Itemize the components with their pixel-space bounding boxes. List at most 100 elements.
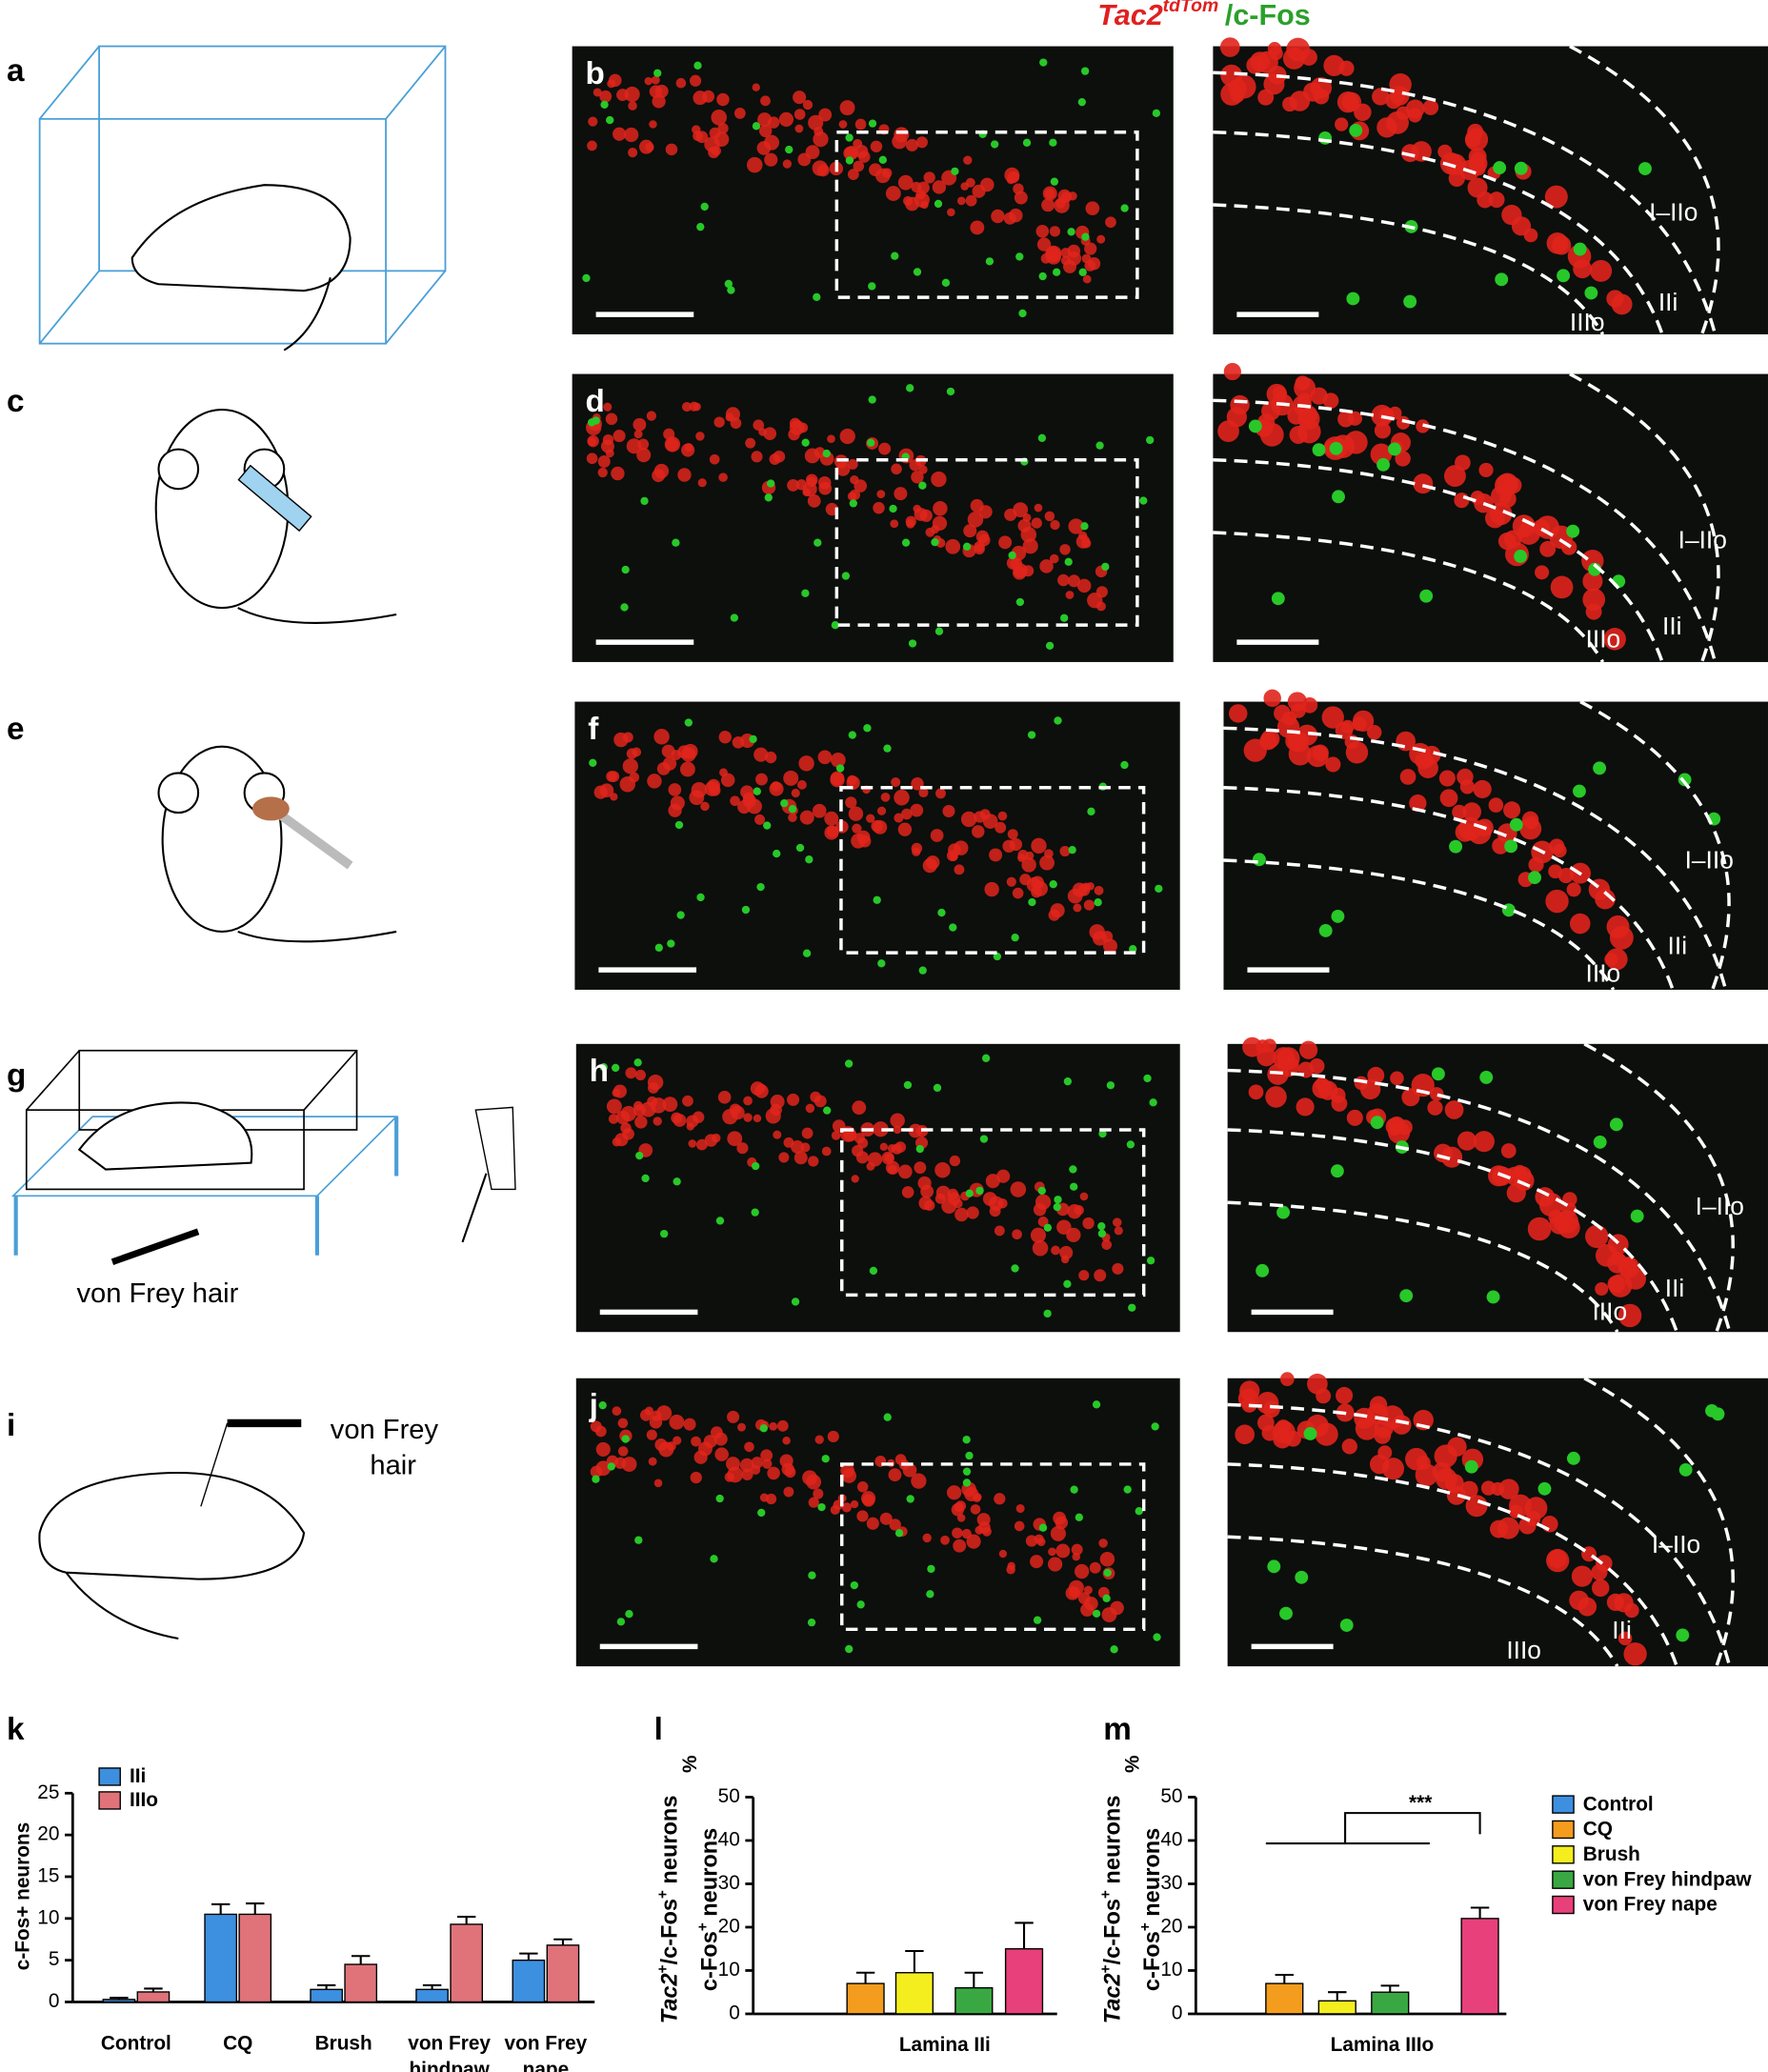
cell xyxy=(1595,888,1616,910)
mouse-g xyxy=(77,1101,253,1171)
bar xyxy=(1004,1948,1044,2015)
cell xyxy=(954,1207,969,1222)
cell xyxy=(1454,493,1470,509)
cell xyxy=(1431,1067,1445,1081)
cell xyxy=(1390,1071,1404,1086)
y-axis-label: c-Fos+ neurons xyxy=(11,1822,33,1970)
cell xyxy=(751,1208,759,1217)
roi-box xyxy=(839,785,1146,955)
cell xyxy=(835,764,845,773)
cell xyxy=(741,905,751,915)
cell xyxy=(681,401,693,412)
tail xyxy=(65,1572,179,1640)
cell xyxy=(1043,1223,1053,1232)
cell xyxy=(756,882,765,892)
cell xyxy=(906,384,914,392)
cell xyxy=(1072,1552,1081,1561)
cell xyxy=(841,572,851,580)
cell xyxy=(1033,1616,1042,1624)
cell xyxy=(634,1116,648,1129)
cell xyxy=(634,1536,643,1544)
cell xyxy=(935,788,946,799)
cell xyxy=(894,789,910,806)
cell xyxy=(769,1421,778,1431)
cell xyxy=(677,745,692,759)
cell xyxy=(712,1133,721,1143)
cell xyxy=(808,1497,819,1508)
cell xyxy=(590,1420,602,1433)
cell xyxy=(883,744,892,753)
cell xyxy=(946,387,955,396)
error-bar xyxy=(964,1971,984,1988)
cell xyxy=(962,1467,972,1476)
y-tick-label: 0 xyxy=(729,2002,740,2023)
cell xyxy=(743,1096,753,1106)
cell xyxy=(1011,1264,1019,1273)
cell xyxy=(1315,1422,1338,1446)
cell xyxy=(885,1160,900,1176)
cell xyxy=(1078,1270,1090,1281)
cell xyxy=(745,437,756,449)
cell xyxy=(1092,1609,1101,1619)
cell xyxy=(628,101,637,111)
cell xyxy=(789,420,805,435)
cell xyxy=(1524,1497,1548,1519)
cell xyxy=(653,1116,662,1126)
cell xyxy=(1339,1619,1354,1632)
title-tac2: Tac2 xyxy=(1097,0,1162,31)
cell xyxy=(1429,1087,1444,1101)
cell xyxy=(587,140,597,151)
cell xyxy=(978,1521,991,1534)
cell xyxy=(1261,401,1281,421)
y-axis-label-part: + xyxy=(1097,1964,1114,1973)
cell xyxy=(951,1503,965,1517)
cell xyxy=(590,1465,603,1479)
bar xyxy=(894,1972,934,2015)
cell xyxy=(1437,144,1453,159)
cell xyxy=(1514,161,1528,175)
cell xyxy=(696,893,705,902)
cell xyxy=(1528,856,1544,873)
cell xyxy=(894,813,904,823)
cell xyxy=(1514,550,1528,563)
cell xyxy=(1617,1303,1642,1328)
x-tick-label: nape xyxy=(523,2059,570,2072)
cell xyxy=(889,504,897,513)
cell xyxy=(801,589,810,597)
legend-label: Brush xyxy=(1583,1843,1640,1865)
cell xyxy=(918,787,929,798)
y-tick-label: 15 xyxy=(37,1864,59,1886)
mouse-i xyxy=(38,1471,306,1580)
cell xyxy=(814,1435,824,1444)
cell xyxy=(915,190,926,200)
cell xyxy=(599,1063,608,1072)
cell xyxy=(1080,522,1089,531)
cell xyxy=(830,1504,840,1515)
lamina-label: IIi xyxy=(1658,288,1678,316)
cell xyxy=(1015,252,1024,261)
cell xyxy=(905,196,919,211)
cell xyxy=(949,852,958,861)
significance-bracket xyxy=(1265,1812,1481,1845)
cell xyxy=(1028,897,1036,907)
cell xyxy=(660,1229,669,1238)
cell xyxy=(1078,268,1087,276)
y-axis-label: c-Fos+ neurons xyxy=(1137,1828,1165,1991)
cell xyxy=(1007,829,1018,840)
cell xyxy=(1050,519,1060,531)
cell xyxy=(1295,1570,1309,1584)
cell xyxy=(963,155,973,165)
cell xyxy=(622,758,638,774)
cell xyxy=(1571,1565,1593,1587)
cell xyxy=(845,796,857,809)
y-axis-label-part: /c-Fos xyxy=(657,1899,682,1964)
cell xyxy=(1030,1227,1046,1243)
cell xyxy=(720,773,735,788)
cell xyxy=(1312,443,1326,457)
cell xyxy=(934,627,944,635)
y-axis-label-part: neurons xyxy=(697,1828,722,1923)
cell xyxy=(1436,1467,1457,1490)
cell xyxy=(1340,719,1355,734)
cell xyxy=(838,120,848,129)
cell xyxy=(914,507,928,521)
